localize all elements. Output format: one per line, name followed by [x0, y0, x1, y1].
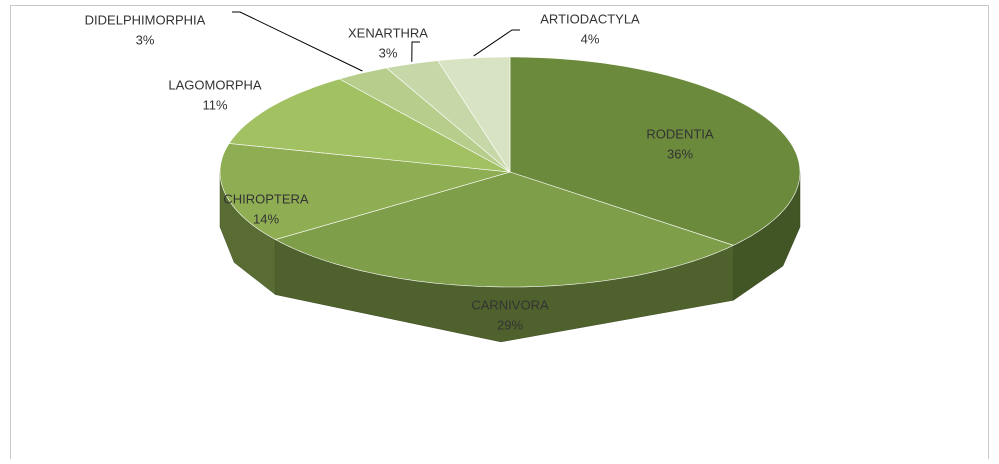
slice-label: DIDELPHIMORPHIA: [85, 12, 206, 27]
value-label: 11%: [202, 97, 227, 112]
slice-label: CHIROPTERA: [223, 191, 309, 206]
slice: [509, 56, 801, 246]
slice: [437, 56, 511, 174]
slice-label: XENARTHRA: [348, 25, 428, 40]
slice: [228, 78, 511, 173]
slice: [385, 60, 511, 173]
value-label: 4%: [581, 31, 600, 46]
slice-label: CARNIVORA: [471, 297, 549, 312]
slice-label: LAGOMORPHA: [168, 77, 262, 92]
leader-line: [232, 11, 363, 72]
slice: [338, 67, 511, 173]
slice: [219, 143, 511, 240]
slice: [274, 171, 735, 288]
value-label: 3%: [379, 45, 398, 60]
value-label: 3%: [136, 32, 155, 47]
leader-line: [411, 41, 420, 62]
leader-line: [473, 29, 520, 57]
value-label: 29%: [497, 317, 523, 332]
slice-label: ARTIODACTYLA: [540, 11, 640, 26]
slice-label: RODENTIA: [646, 126, 714, 141]
value-label: 14%: [253, 211, 279, 226]
value-label: 36%: [667, 146, 693, 161]
